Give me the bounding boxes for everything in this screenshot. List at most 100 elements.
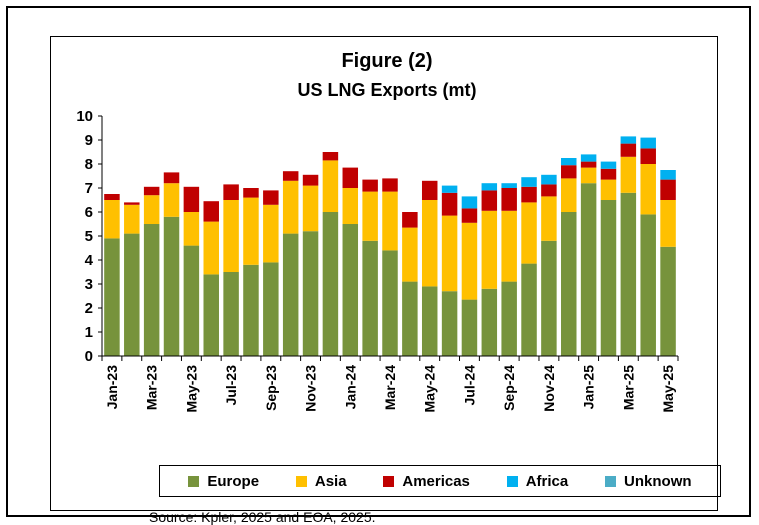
y-tick-label: 0 [85, 348, 93, 365]
bar-europe-jul-23 [223, 272, 239, 356]
legend-item-unknown: Unknown [605, 473, 692, 490]
bar-americas-jan-24 [342, 167, 359, 188]
bar-asia-apr-24 [402, 227, 418, 282]
bar-asia-feb-23 [124, 204, 140, 234]
bar-asia-jan-24 [342, 188, 359, 224]
bar-europe-may-24 [421, 286, 438, 356]
bar-asia-may-24 [421, 200, 438, 287]
bar-americas-may-23 [183, 186, 200, 212]
x-tick-label: Jul-23 [223, 365, 239, 406]
y-axis: 0 1 2 3 4 5 6 7 8 9 10 [76, 108, 103, 365]
x-tick-label: Jan-25 [581, 365, 597, 410]
x-tick-label: Nov-24 [541, 365, 557, 412]
legend-item-asia: Asia [295, 473, 347, 490]
bar-africa-feb-25 [600, 161, 617, 169]
legend-swatch-africa [506, 475, 518, 487]
bar-americas-aug-24 [481, 190, 498, 211]
bar-asia-sep-24 [501, 210, 517, 282]
source-note: Source: Kpler, 2025 and EOA, 2025. [149, 509, 376, 525]
bar-americas-nov-24 [541, 184, 557, 197]
chart-subtitle: US LNG Exports (mt) [297, 80, 476, 100]
y-tick-label: 9 [85, 132, 93, 149]
bar-americas-jul-23 [223, 184, 239, 200]
bar-americas-apr-23 [163, 172, 180, 184]
legend-item-africa: Africa [506, 472, 569, 490]
x-tick-label: Jan-23 [104, 365, 120, 410]
bar-asia-jun-23 [203, 221, 219, 275]
y-tick-label: 5 [85, 228, 93, 245]
bar-europe-mar-24 [382, 250, 398, 356]
bar-americas-may-25 [660, 179, 676, 200]
bar-americas-sep-23 [263, 190, 279, 205]
bar-africa-apr-25 [640, 137, 656, 149]
bar-asia-oct-24 [521, 202, 537, 264]
bar-africa-jan-25 [580, 154, 597, 162]
bar-asia-jan-23 [104, 200, 120, 239]
bar-europe-nov-23 [302, 231, 319, 356]
bar-africa-nov-24 [541, 174, 557, 185]
bar-americas-mar-24 [382, 178, 398, 192]
x-tick-label: Mar-24 [382, 365, 398, 410]
legend-swatch-unknown [605, 475, 617, 487]
bar-europe-feb-24 [362, 240, 378, 356]
bar-americas-mar-23 [143, 186, 160, 196]
bar-asia-mar-24 [382, 191, 398, 251]
bar-americas-feb-24 [362, 179, 378, 192]
y-tick-label: 8 [85, 156, 93, 173]
bar-americas-mar-25 [620, 143, 637, 157]
legend-label-unknown: Unknown [624, 472, 692, 490]
bar-asia-nov-24 [541, 196, 557, 241]
bar-asia-apr-23 [163, 183, 180, 217]
bar-americas-oct-24 [521, 186, 537, 203]
bar-asia-jan-25 [580, 167, 597, 184]
bar-asia-apr-25 [640, 164, 656, 215]
x-tick-label: May-23 [183, 365, 199, 413]
bar-europe-aug-24 [481, 288, 498, 356]
legend-swatch-asia [295, 475, 307, 487]
bar-europe-jun-24 [441, 291, 458, 356]
bar-europe-apr-24 [402, 281, 418, 356]
bar-asia-mar-25 [620, 156, 637, 193]
bar-europe-may-25 [660, 246, 676, 356]
legend-label-africa: Africa [525, 472, 569, 490]
x-tick-label: Jan-24 [342, 365, 358, 410]
bar-europe-dec-24 [561, 212, 577, 356]
bar-africa-jul-24 [461, 196, 478, 209]
bar-africa-dec-24 [561, 158, 577, 166]
bar-asia-dec-23 [322, 160, 339, 212]
bar-asia-nov-23 [302, 185, 319, 232]
legend-item-europe: Europe [188, 473, 259, 490]
bar-europe-may-23 [183, 245, 200, 356]
bar-asia-may-25 [660, 200, 676, 247]
bar-europe-jan-23 [104, 238, 120, 356]
bar-americas-apr-25 [640, 148, 656, 164]
x-tick-label: Sep-24 [501, 365, 517, 411]
bar-americas-dec-24 [561, 165, 577, 179]
bar-asia-aug-23 [243, 197, 259, 265]
bar-asia-feb-25 [600, 179, 617, 200]
x-axis: Jan-23 Mar-23 May-23 Jul-23 Sep-23 Nov-23 Jan-… [101, 355, 679, 413]
bar-europe-feb-25 [600, 200, 617, 356]
bar-asia-aug-24 [481, 210, 498, 289]
bar-americas-feb-23 [124, 202, 140, 205]
bar-asia-oct-23 [282, 180, 299, 234]
bar-africa-oct-24 [521, 177, 537, 187]
bar-europe-jul-24 [461, 299, 478, 356]
bar-africa-mar-25 [620, 136, 637, 144]
bar-asia-feb-24 [362, 191, 378, 241]
bar-europe-mar-25 [620, 192, 637, 356]
bar-europe-aug-23 [243, 264, 259, 356]
bar-europe-oct-23 [282, 233, 299, 356]
bar-americas-oct-23 [282, 171, 299, 181]
bar-europe-mar-23 [143, 224, 160, 356]
bar-asia-may-23 [183, 212, 200, 246]
x-tick-label: May-25 [660, 365, 676, 413]
bar-americas-sep-24 [501, 188, 517, 211]
bar-americas-apr-24 [402, 212, 418, 228]
bar-americas-aug-23 [243, 188, 259, 198]
bar-asia-mar-23 [143, 195, 160, 224]
bar-americas-dec-23 [322, 152, 339, 161]
legend: Europe Asia Americas Africa Unknown [159, 465, 721, 497]
y-tick-label: 2 [85, 300, 93, 317]
bar-europe-jun-23 [203, 274, 219, 356]
